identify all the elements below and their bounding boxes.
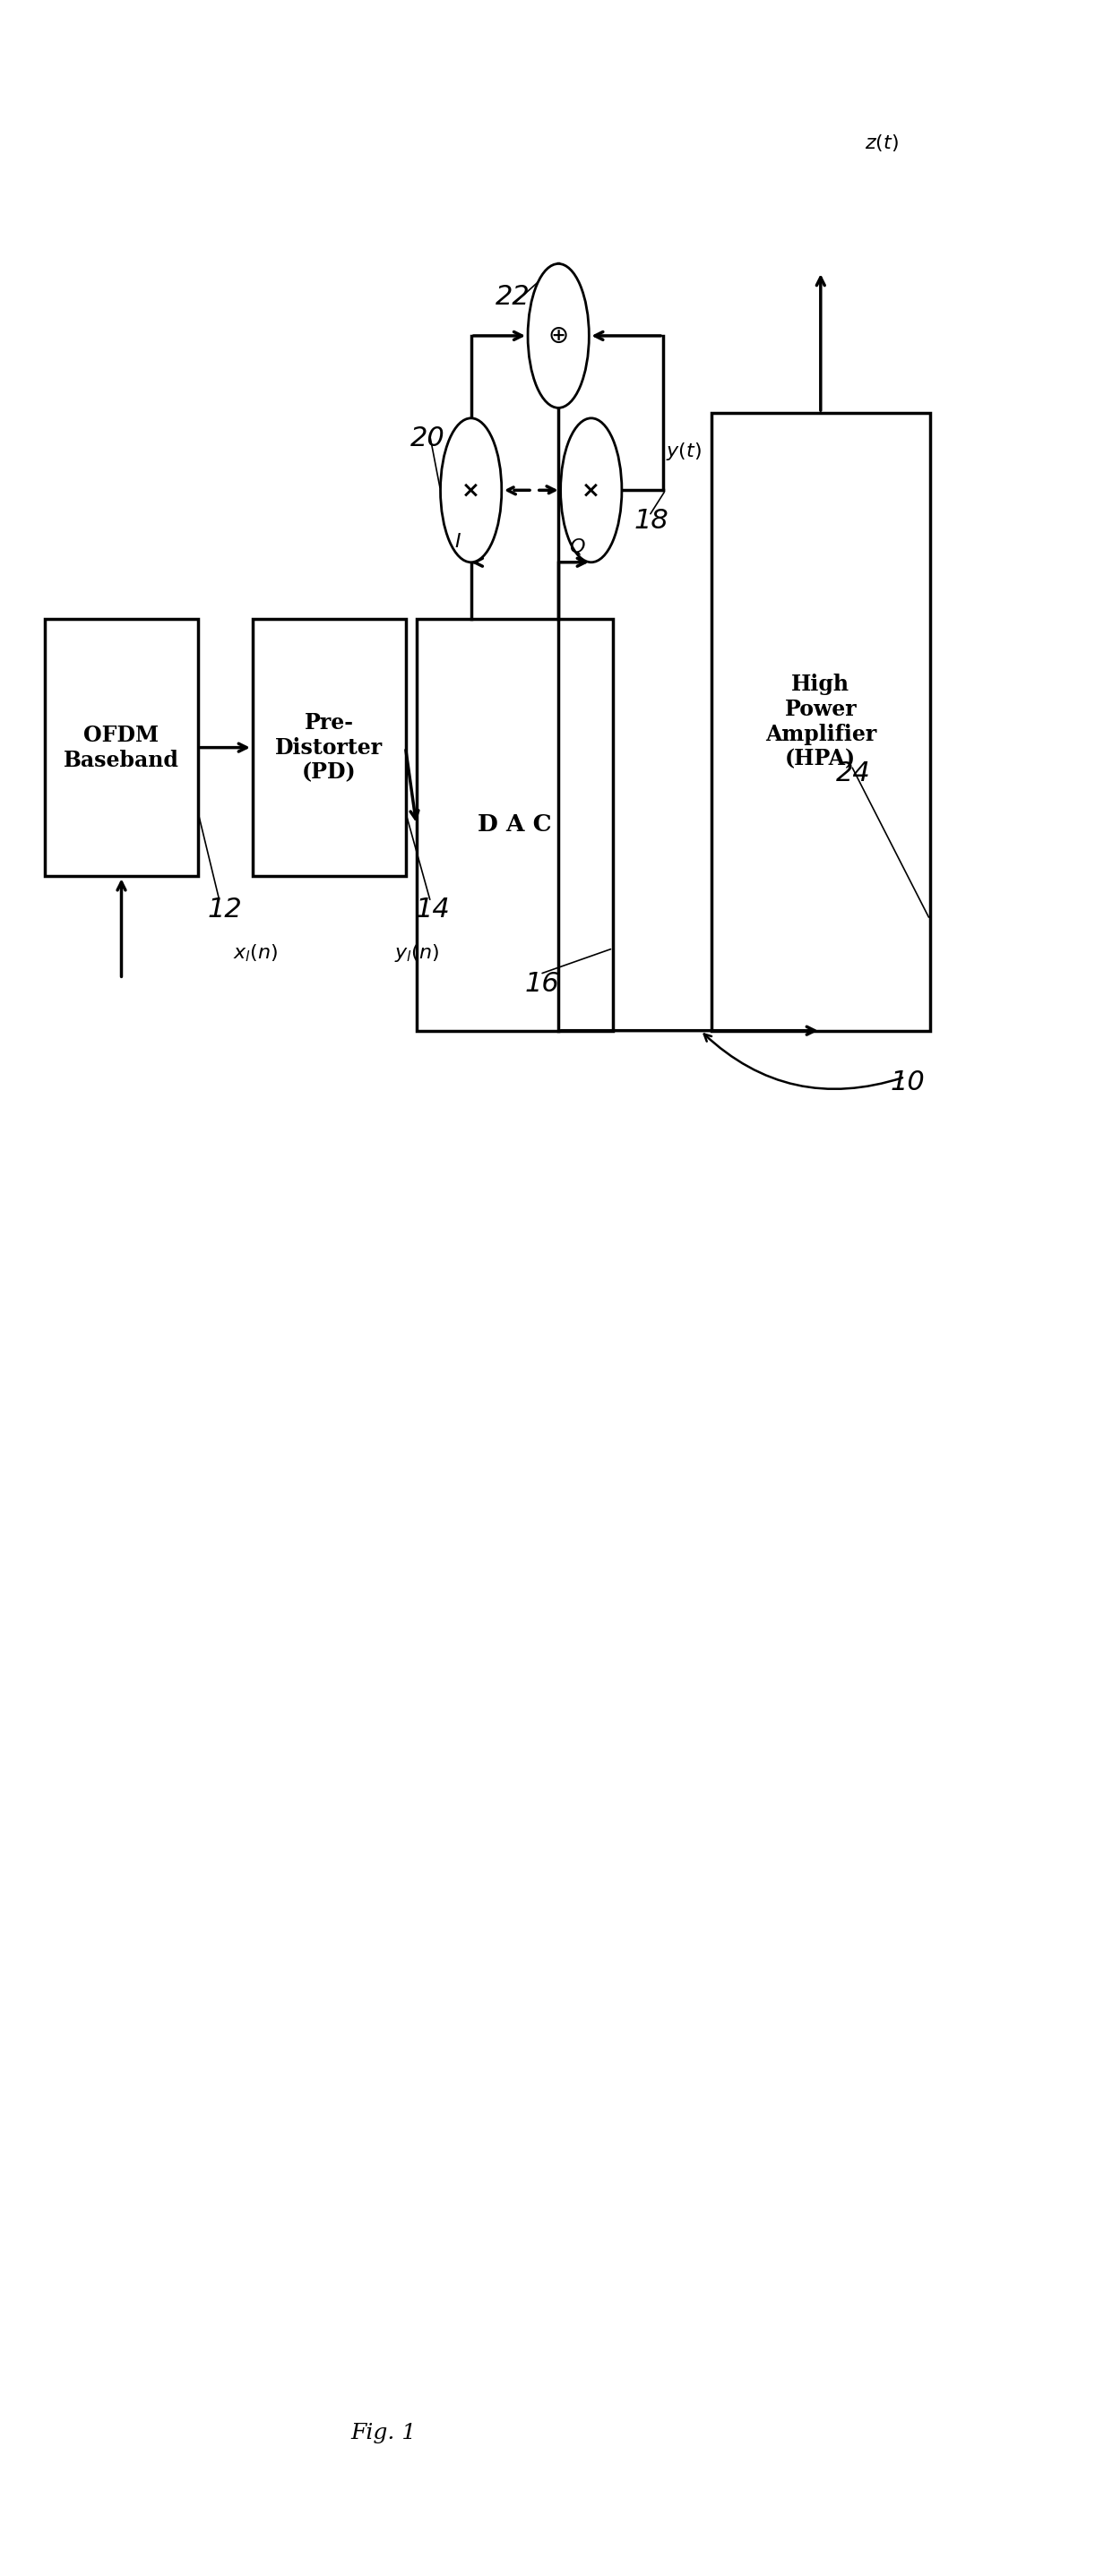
FancyBboxPatch shape <box>416 618 613 1030</box>
Text: Fig. 1: Fig. 1 <box>350 2424 416 2445</box>
Text: $x_l(n)$: $x_l(n)$ <box>233 943 278 963</box>
Circle shape <box>528 263 589 407</box>
Text: 20: 20 <box>410 425 445 451</box>
Text: $y_l(n)$: $y_l(n)$ <box>394 943 439 963</box>
Text: ×: × <box>462 479 481 500</box>
Text: I: I <box>454 533 461 551</box>
Text: High
Power
Amplifier
(HPA): High Power Amplifier (HPA) <box>765 675 876 770</box>
Text: OFDM
Baseband: OFDM Baseband <box>64 724 180 770</box>
Circle shape <box>561 417 622 562</box>
Text: ×: × <box>581 479 601 500</box>
Text: 22: 22 <box>495 283 530 309</box>
Text: 10: 10 <box>890 1069 925 1095</box>
Text: $y(t)$: $y(t)$ <box>666 440 701 461</box>
Text: ⊕: ⊕ <box>548 322 568 348</box>
Text: $z(t)$: $z(t)$ <box>864 131 898 152</box>
FancyBboxPatch shape <box>45 618 198 876</box>
Text: 12: 12 <box>208 896 243 922</box>
FancyBboxPatch shape <box>253 618 405 876</box>
Text: Pre-
Distorter
(PD): Pre- Distorter (PD) <box>275 711 383 783</box>
Circle shape <box>440 417 502 562</box>
Text: 14: 14 <box>415 896 450 922</box>
FancyBboxPatch shape <box>712 412 930 1030</box>
Text: 16: 16 <box>525 971 560 997</box>
Text: 18: 18 <box>634 507 669 533</box>
Text: Q: Q <box>569 538 585 556</box>
Text: 24: 24 <box>837 760 871 786</box>
Text: D A C: D A C <box>477 814 552 837</box>
